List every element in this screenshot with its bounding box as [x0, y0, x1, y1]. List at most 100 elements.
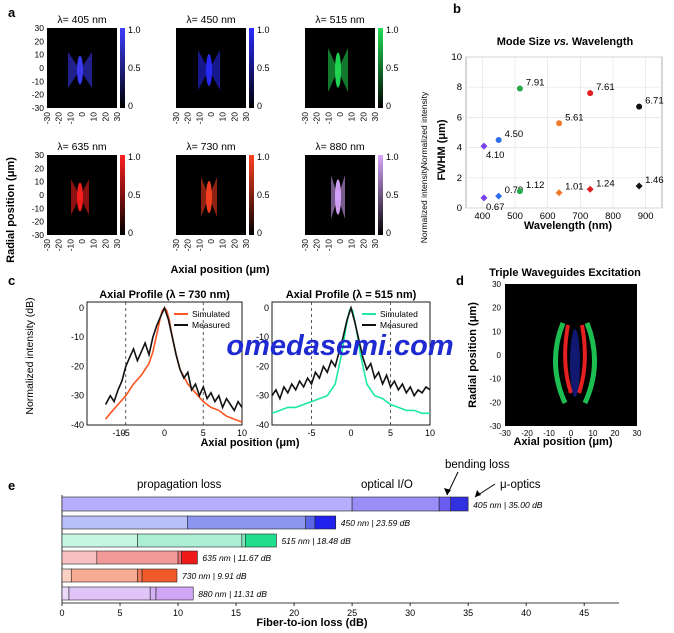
scatter-ytick-0: 0	[457, 203, 462, 214]
heatmap-xtick-1-5: 20	[229, 112, 239, 122]
bar-wavelength-0: 405 nm	[473, 500, 501, 510]
heatmap-xtick-2-5: 20	[358, 112, 368, 122]
annotation-propagation-loss: propagation loss	[137, 479, 222, 491]
bar-segment-4-3	[141, 568, 178, 583]
bar-segment-3-0	[61, 550, 98, 565]
heatmap-ytick-0-0: -30	[32, 103, 45, 113]
heatmap-xtick-4-0: -30	[171, 239, 181, 252]
lineplot-xtick-1-0: -5	[307, 428, 315, 438]
colorbar-4	[249, 155, 254, 235]
lineplot-ytick-1-1: -10	[256, 332, 269, 342]
bar-separator-2: |	[310, 536, 317, 546]
bar-total-2: 18.48 dB	[317, 536, 351, 546]
bar-wavelength-5: 880 nm	[198, 589, 226, 599]
heatmap-xtick-2-6: 30	[370, 112, 380, 122]
scatter-label-6: 5.61	[565, 112, 584, 123]
heatmap-ytick-3-2: -10	[32, 203, 45, 213]
heatmap-title-0: λ= 405 nm	[57, 14, 107, 26]
bar-separator-4: |	[210, 571, 217, 581]
panel-e-xlabel: Fiber-to-ion loss (dB)	[256, 617, 368, 629]
bar-segment-4-1	[70, 568, 138, 583]
heatmap-xtick-0-0: -30	[42, 112, 52, 125]
heatmap-ytick-3-5: 20	[35, 163, 45, 173]
triple-blue-core	[570, 329, 580, 397]
lineplot-xtick-0-2: 5	[201, 428, 206, 438]
heatmap-xtick-1-6: 30	[241, 112, 251, 122]
bar-segment-2-0	[61, 533, 138, 548]
panel-c-ylabel: Normalized intensity (dB)	[24, 297, 36, 414]
panel-label-b: b	[453, 1, 461, 16]
colorbar-2	[378, 28, 383, 108]
heatmap-xtick-4-3: 0	[206, 239, 216, 244]
scatter-point-0	[480, 142, 488, 150]
heatmap-xtick-2-0: -30	[300, 112, 310, 125]
colorbar-tick-4-1: 0.5	[257, 190, 270, 200]
colorbar-3	[120, 155, 125, 235]
triple-ytick-6: -30	[489, 422, 501, 431]
heatmap-ytick-0-5: 20	[35, 36, 45, 46]
scatter-frame	[465, 56, 663, 209]
panel-b-xlabel: Wavelength (nm)	[524, 220, 613, 232]
lineplot-ytick-1-4: -40	[256, 420, 269, 430]
bar-separator-3: |	[231, 553, 238, 563]
triple-xtick-6: 30	[633, 429, 642, 438]
scatter-label-11: 1.46	[645, 175, 664, 186]
panel-label-c: c	[8, 273, 15, 288]
triple-ytick-0: 30	[492, 280, 501, 289]
heatmap-title-2: λ= 515 nm	[315, 14, 365, 26]
triple-xtick-3: 0	[569, 429, 574, 438]
bar-total-1: 23.59 dB	[375, 518, 410, 528]
scatter-xtick-4: 800	[605, 211, 621, 222]
bar-segment-2-1	[137, 533, 243, 548]
triple-xtick-0: -30	[499, 429, 511, 438]
panel-a-heatmaps: λ= 405 nm1.00.50-30 -20 -10 0 10 20 30-30-20-1…	[32, 14, 399, 251]
scatter-xtick-0: 400	[474, 211, 490, 222]
panel-label-d: d	[456, 273, 464, 288]
colorbar-tick-4-2: 0	[257, 228, 262, 238]
bar-total-5: 11.31 dB	[234, 589, 268, 599]
mu-optics-arrowhead	[475, 490, 481, 497]
bar-segment-1-0	[61, 515, 188, 530]
scatter-ytick-1: 2	[457, 173, 462, 184]
lineplot-series-0-1	[104, 305, 243, 413]
heatmap-xtick-4-2: -10	[194, 239, 204, 252]
bar-segment-0-2	[438, 496, 452, 512]
scatter-point-4	[516, 85, 523, 92]
panel-label-e: e	[8, 478, 15, 493]
scatter-point-6	[556, 120, 563, 127]
bar-xtick-6: 30	[405, 608, 415, 618]
bar-segment-4-2	[137, 568, 143, 583]
heatmap-xtick-1-4: 10	[218, 112, 228, 122]
bar-segment-3-2	[177, 550, 182, 565]
colorbar-tick-5-2: 0	[386, 228, 391, 238]
bar-label-0: 405 nm | 35.00 dB	[473, 500, 543, 510]
colorbar-tick-5-1: 0.5	[386, 190, 399, 200]
heatmap-xtick-3-5: 20	[100, 239, 110, 249]
scatter-label-10: 6.71	[645, 96, 664, 107]
heatmap-xtick-4-5: 20	[229, 239, 239, 249]
scatter-ytick-4: 8	[457, 82, 462, 93]
triple-ytick-2: 10	[492, 327, 501, 336]
bar-separator-1: |	[369, 518, 376, 528]
triple-xtick-4: 10	[589, 429, 598, 438]
lineplot-ytick-0-3: -30	[71, 391, 84, 401]
heatmap-ytick-3-4: 10	[35, 177, 45, 187]
heatmap-xtick-1-2: -10	[194, 112, 204, 125]
colorbar-tick-1-0: 1.0	[257, 25, 270, 35]
heatmap-xtick-3-6: 30	[112, 239, 122, 249]
bar-total-0: 35.00 dB	[508, 500, 542, 510]
annotation-optical-io: optical I/O	[361, 479, 413, 491]
bar-segment-1-1	[187, 515, 306, 530]
heatmap-ytick-0-1: -20	[32, 90, 45, 100]
panel-label-a: a	[8, 5, 16, 20]
bar-segment-2-3	[245, 533, 277, 548]
scatter-xtick-1: 500	[507, 211, 523, 222]
lineplot-xtick-1-3: 10	[425, 428, 435, 438]
lineplot-xtick-0-3: 10	[237, 428, 247, 438]
bar-xtick-3: 15	[231, 608, 241, 618]
colorbar-tick-2-2: 0	[386, 101, 391, 111]
scatter-label-2: 4.50	[505, 129, 523, 140]
bar-segment-3-3	[181, 550, 198, 565]
triple-ytick-3: 0	[497, 351, 502, 360]
heatmap-ytick-0-3: 0	[39, 63, 44, 73]
